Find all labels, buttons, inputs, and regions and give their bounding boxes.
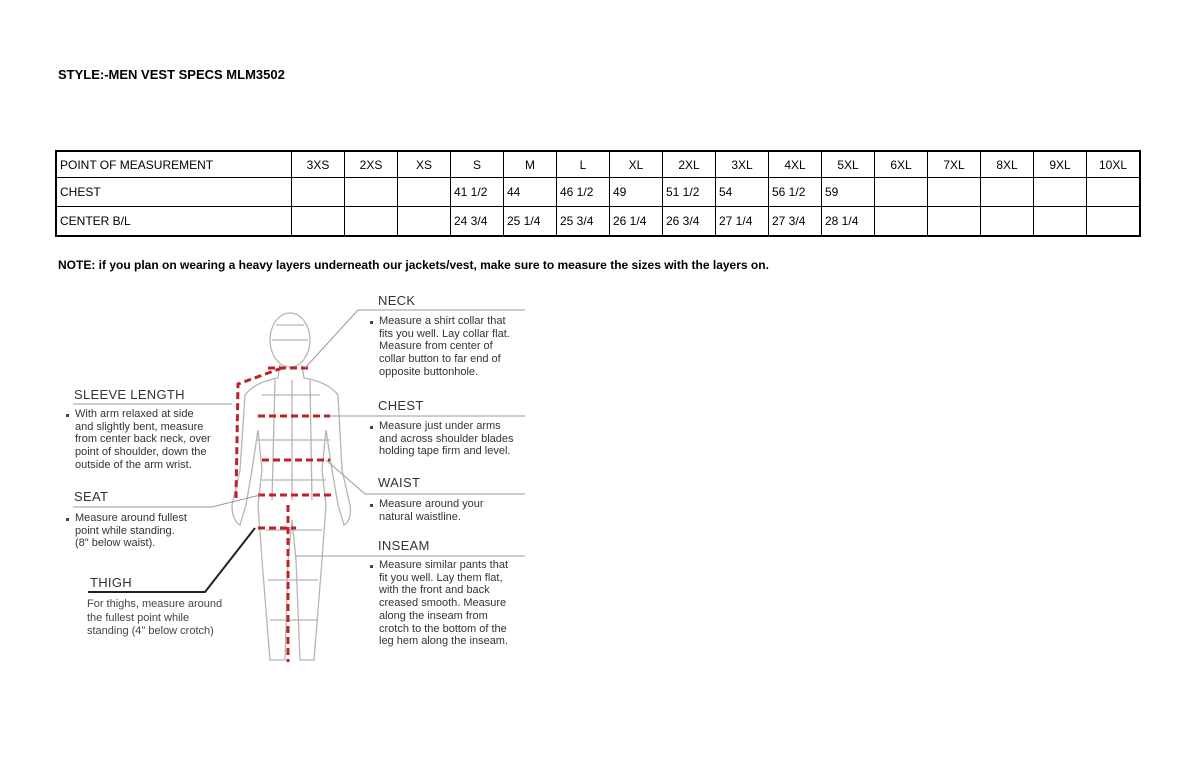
- table-cell: 54: [715, 177, 769, 207]
- sleeve-length-instructions: With arm relaxed at side and slightly be…: [66, 408, 211, 471]
- thigh-instructions: For thighs, measure around the fullest p…: [87, 598, 223, 637]
- table-cell: [980, 177, 1034, 207]
- table-cell: 41 1/2: [450, 177, 504, 207]
- table-row: CHEST 41 1/2 44 46 1/2 49 51 1/2 54 56 1/2 59: [55, 177, 1141, 207]
- waist-label: WAIST: [378, 475, 421, 490]
- table-cell: 44: [503, 177, 557, 207]
- neck-label: NECK: [378, 293, 416, 308]
- table-cell: [397, 177, 451, 207]
- neck-instructions: Measure a shirt collar that fits you wel…: [370, 315, 510, 378]
- column-header: L: [556, 150, 610, 178]
- table-cell: 25 1/4: [503, 206, 557, 237]
- measurement-lines: [234, 366, 332, 662]
- column-header: POINT OF MEASUREMENT: [55, 150, 292, 178]
- table-cell: 27 1/4: [715, 206, 769, 237]
- thigh-leader-line: [88, 527, 256, 593]
- row-label: CENTER B/L: [55, 206, 292, 237]
- table-cell: 25 3/4: [556, 206, 610, 237]
- table-cell: [1086, 177, 1141, 207]
- inseam-instructions: Measure similar pants that fit you well.…: [369, 559, 509, 648]
- table-cell: [1033, 206, 1087, 237]
- table-cell: 56 1/2: [768, 177, 822, 207]
- table-cell: [291, 206, 345, 237]
- leader-lines: [73, 309, 525, 557]
- size-spec-table: POINT OF MEASUREMENT 3XS 2XS XS S M L XL 2XL 3XL 4…: [55, 150, 1141, 237]
- column-header: 2XS: [344, 150, 398, 178]
- column-header: 3XS: [291, 150, 345, 178]
- table-cell: [344, 206, 398, 237]
- row-label: CHEST: [55, 177, 292, 207]
- table-cell: [291, 177, 345, 207]
- table-header-row: POINT OF MEASUREMENT 3XS 2XS XS S M L XL 2XL 3XL 4…: [55, 150, 1141, 178]
- chest-instructions: Measure just under arms and across shoul…: [370, 420, 514, 458]
- seat-label: SEAT: [74, 489, 109, 504]
- seat-instructions: Measure around fullest point while stand…: [66, 512, 187, 550]
- table-cell: 59: [821, 177, 875, 207]
- column-header: 10XL: [1086, 150, 1141, 178]
- column-header: 6XL: [874, 150, 928, 178]
- table-row: CENTER B/L 24 3/4 25 1/4 25 3/4 26 1/4 26 3/4…: [55, 206, 1141, 237]
- chest-label: CHEST: [378, 398, 424, 413]
- layering-note: NOTE: if you plan on wearing a heavy lay…: [58, 258, 769, 272]
- table-cell: 24 3/4: [450, 206, 504, 237]
- thigh-label: THIGH: [90, 575, 132, 590]
- table-cell: [1033, 177, 1087, 207]
- waist-instructions: Measure around your natural waistline.: [370, 498, 484, 523]
- table-cell: 27 3/4: [768, 206, 822, 237]
- column-header: 3XL: [715, 150, 769, 178]
- sleeve-measure-line: [234, 366, 283, 499]
- column-header: S: [450, 150, 504, 178]
- page-title: STYLE:-MEN VEST SPECS MLM3502: [58, 67, 285, 82]
- table-cell: [927, 206, 981, 237]
- sleeve-length-label: SLEEVE LENGTH: [74, 387, 185, 402]
- table-cell: 26 3/4: [662, 206, 716, 237]
- column-header: 5XL: [821, 150, 875, 178]
- human-figure: [231, 312, 352, 661]
- table-cell: 51 1/2: [662, 177, 716, 207]
- table-cell: [1086, 206, 1141, 237]
- inseam-label: INSEAM: [378, 538, 430, 553]
- column-header: XL: [609, 150, 663, 178]
